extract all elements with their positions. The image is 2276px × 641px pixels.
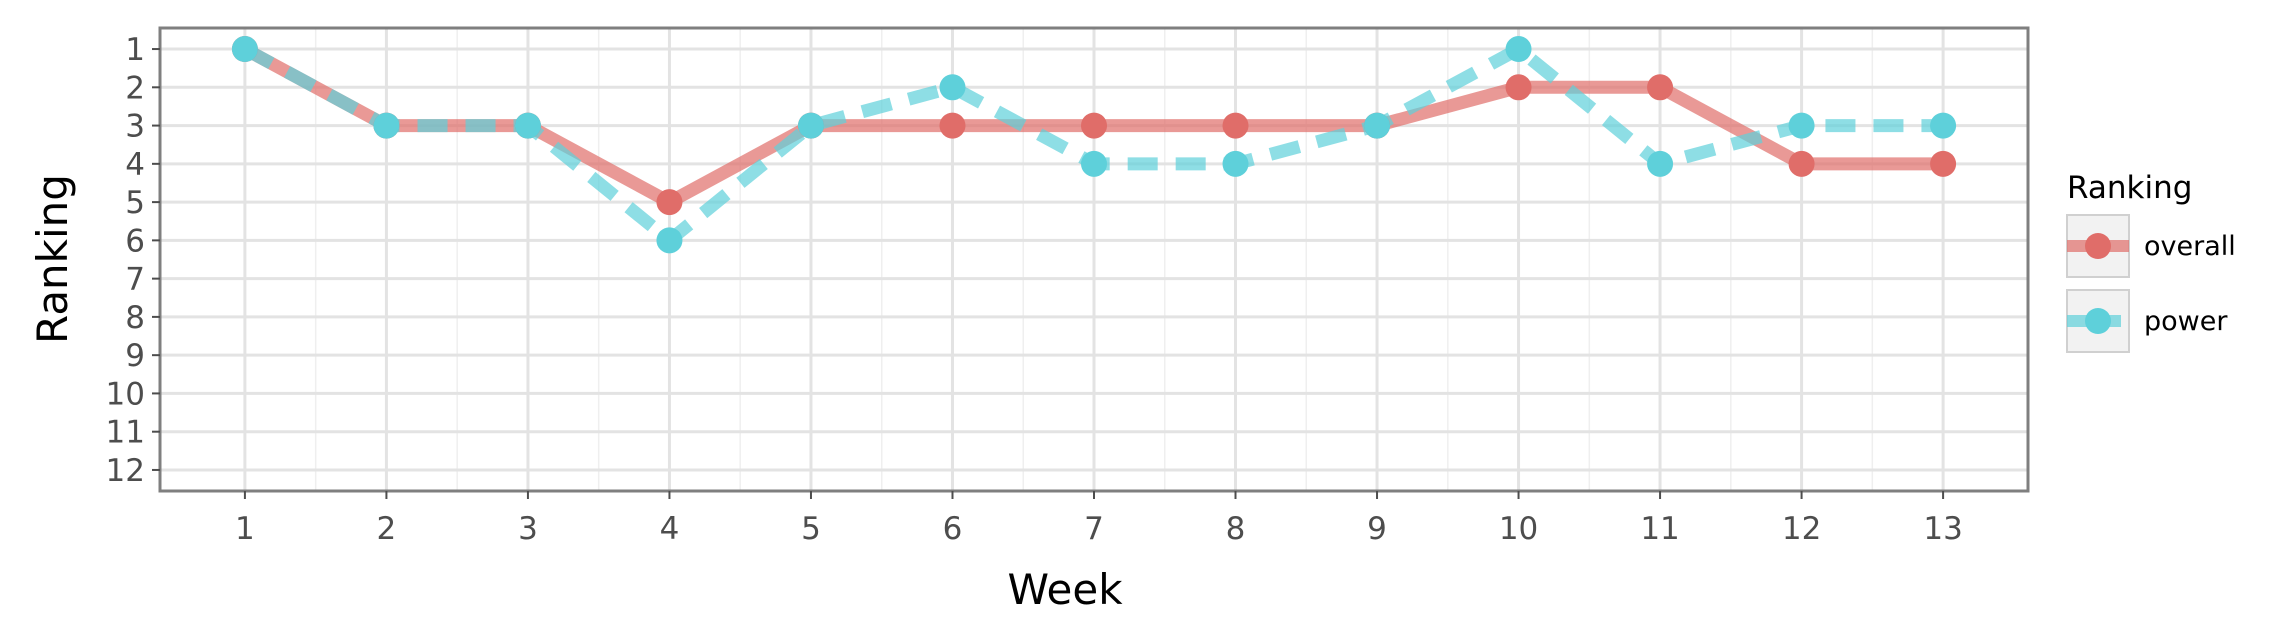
data-point-power	[1930, 112, 1957, 139]
legend-key-overall	[2066, 214, 2130, 278]
data-point-power	[1364, 112, 1391, 139]
x-tick-label: 4	[660, 511, 680, 547]
legend: Ranking overall power	[2066, 170, 2236, 353]
data-point-power	[373, 112, 400, 139]
data-point-overall	[1647, 74, 1674, 101]
x-tick-label: 9	[1367, 511, 1387, 547]
data-point-overall	[1930, 150, 1957, 177]
data-point-overall	[1788, 150, 1815, 177]
grid	[160, 28, 2028, 491]
x-tick-label: 12	[1782, 511, 1821, 547]
x-tick-label: 2	[377, 511, 397, 547]
x-tick-label: 11	[1640, 511, 1679, 547]
data-point-overall	[939, 112, 966, 139]
data-point-overall	[1081, 112, 1107, 139]
y-tick-label: 6	[125, 223, 145, 259]
legend-title: Ranking	[2067, 170, 2192, 206]
data-point-overall	[1222, 112, 1249, 139]
y-axis-title: Ranking	[28, 174, 77, 344]
y-tick-label: 11	[106, 415, 145, 451]
x-tick-label: 13	[1923, 511, 1962, 547]
legend-entries: overall power	[2066, 214, 2236, 353]
legend-label-overall: overall	[2144, 231, 2236, 262]
y-tick-label: 3	[125, 109, 145, 145]
y-tick-label: 1	[125, 32, 145, 68]
x-tick-label: 3	[518, 511, 538, 547]
x-tick-label: 5	[801, 511, 821, 547]
legend-label-power: power	[2144, 306, 2228, 337]
y-tick-label: 12	[106, 453, 145, 489]
y-tick-label: 5	[125, 185, 145, 221]
x-tick-label: 10	[1499, 511, 1538, 547]
data-point-power	[939, 74, 966, 101]
data-point-power	[231, 36, 258, 63]
x-tick-label: 7	[1084, 511, 1104, 547]
data-point-power	[514, 112, 541, 139]
data-point-power	[1222, 150, 1249, 177]
x-axis-title: Week	[1007, 565, 1123, 614]
x-tick-label: 6	[943, 511, 963, 547]
y-tick-label: 10	[106, 376, 145, 412]
legend-key-power	[2066, 289, 2130, 353]
data-point-overall	[656, 189, 683, 216]
data-point-power	[797, 112, 824, 139]
y-tick-label: 8	[125, 300, 145, 336]
data-point-overall	[1505, 74, 1532, 101]
data-point-power	[1647, 150, 1674, 177]
y-tick-label: 7	[125, 262, 145, 298]
data-point-power	[1081, 150, 1107, 177]
y-tick-label: 4	[125, 147, 145, 183]
y-tick-label: 2	[125, 70, 145, 106]
series-layer	[231, 36, 1957, 254]
data-point-power	[1788, 112, 1815, 139]
data-point-power	[1505, 36, 1532, 63]
data-point-power	[656, 227, 683, 254]
x-tick-label: 1	[235, 511, 255, 547]
x-tick-label: 8	[1226, 511, 1246, 547]
x-axis: 1 2 3 4 5 6 7 8 9 10 11 12 13	[235, 491, 1963, 547]
y-tick-label: 9	[125, 338, 145, 374]
